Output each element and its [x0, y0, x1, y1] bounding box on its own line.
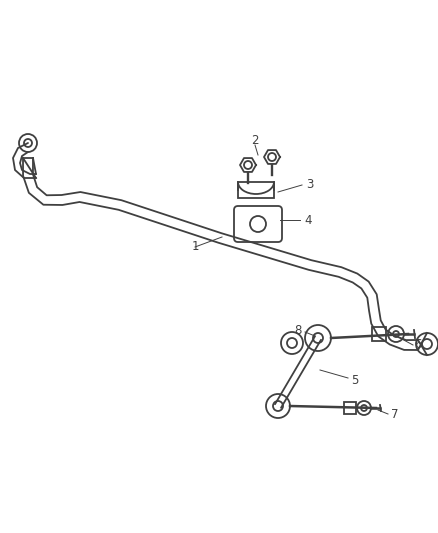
FancyBboxPatch shape — [234, 206, 282, 242]
Text: 3: 3 — [306, 179, 314, 191]
FancyBboxPatch shape — [238, 182, 274, 198]
Text: 2: 2 — [251, 133, 259, 147]
Text: 6: 6 — [414, 338, 422, 351]
Text: 1: 1 — [191, 240, 199, 254]
Text: 7: 7 — [391, 408, 399, 422]
Text: 4: 4 — [304, 214, 312, 227]
FancyBboxPatch shape — [372, 327, 386, 341]
FancyBboxPatch shape — [344, 402, 356, 414]
Text: 8: 8 — [294, 324, 302, 336]
Text: 5: 5 — [351, 374, 359, 386]
